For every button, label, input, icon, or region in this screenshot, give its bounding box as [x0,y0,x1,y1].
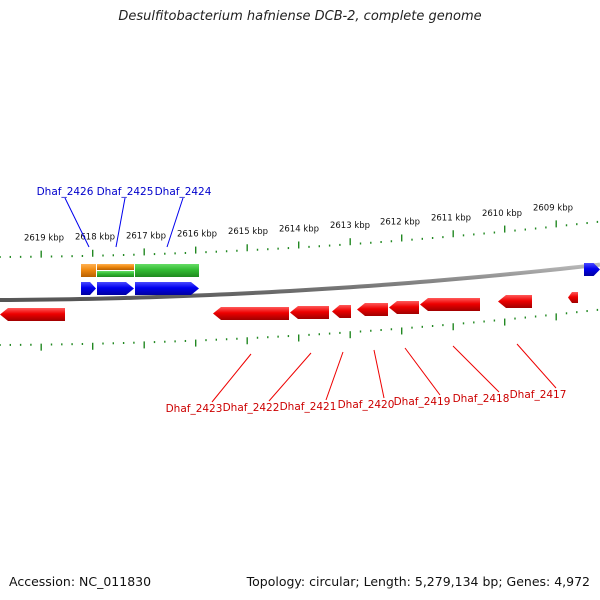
scale-tick-label: 2612 kbp [380,218,420,228]
backbone-arc [0,262,600,302]
forward-gene-Dhaf_2424 [135,282,199,295]
scale-tick-label: 2611 kbp [431,213,471,223]
scale-tick-label: 2618 kbp [75,233,115,243]
forward-gene-label: Dhaf_2426 [37,186,94,198]
reverse-gene-Dhaf_2418 [420,298,480,311]
reverse-gene-Dhaf_2423 [213,307,289,320]
reverse-gene-edge [0,308,65,321]
forward-gene-Dhaf_2426 [81,282,96,295]
scale-tick-label: 2613 kbp [330,221,370,231]
reverse-gene-leader-line [268,352,312,402]
reverse-gene-edge [568,292,578,303]
forward-gene-label: Dhaf_2424 [155,186,212,198]
scale-tick-label: 2619 kbp [24,234,64,244]
forward-gene-edge [584,263,600,276]
scale-tick-label: 2614 kbp [279,224,319,234]
reverse-gene-label: Dhaf_2420 [338,399,395,411]
scale-tick-label: 2610 kbp [482,209,522,219]
orange-feature-bar [81,264,96,277]
map-title: Desulfitobacterium hafniense DCB-2, comp… [118,9,482,24]
forward-gene-leader-line [115,197,126,248]
reverse-gene-Dhaf_2420 [357,303,388,316]
reverse-gene-leader-line [373,349,385,399]
reverse-gene-leader-line [325,351,344,401]
forward-gene-leader-line [64,197,90,248]
orange-feature-bar [97,264,134,270]
reverse-gene-Dhaf_2419 [389,301,419,314]
reverse-gene-leader-line [211,353,252,403]
reverse-gene-label: Dhaf_2417 [510,389,567,401]
reverse-gene-label: Dhaf_2423 [166,403,223,415]
reverse-gene-leader-line [404,347,441,396]
scale-tick-label: 2617 kbp [126,231,166,241]
forward-gene-Dhaf_2425 [97,282,134,295]
reverse-gene-label: Dhaf_2421 [280,401,337,413]
reverse-gene-label: Dhaf_2419 [394,396,451,408]
reverse-gene-label: Dhaf_2418 [453,393,510,405]
scale-tick-label: 2616 kbp [177,230,217,240]
green-feature-bar [97,271,134,277]
reverse-gene-Dhaf_2422 [290,306,329,319]
green-feature-bar [135,264,199,277]
reverse-gene-label: Dhaf_2422 [223,402,280,414]
scale-tick-label: 2615 kbp [228,227,268,237]
forward-gene-label: Dhaf_2425 [97,186,154,198]
reverse-gene-leader-line [516,343,557,389]
accession-text: Accession: NC_011830 [9,574,152,589]
reverse-gene-leader-line [452,345,500,393]
reverse-gene-Dhaf_2417 [498,295,532,308]
scale-tick-label: 2609 kbp [533,204,573,214]
genome-summary-text: Topology: circular; Length: 5,279,134 bp… [246,574,590,589]
forward-gene-leader-line [166,197,184,248]
reverse-gene-Dhaf_2421 [332,305,351,318]
